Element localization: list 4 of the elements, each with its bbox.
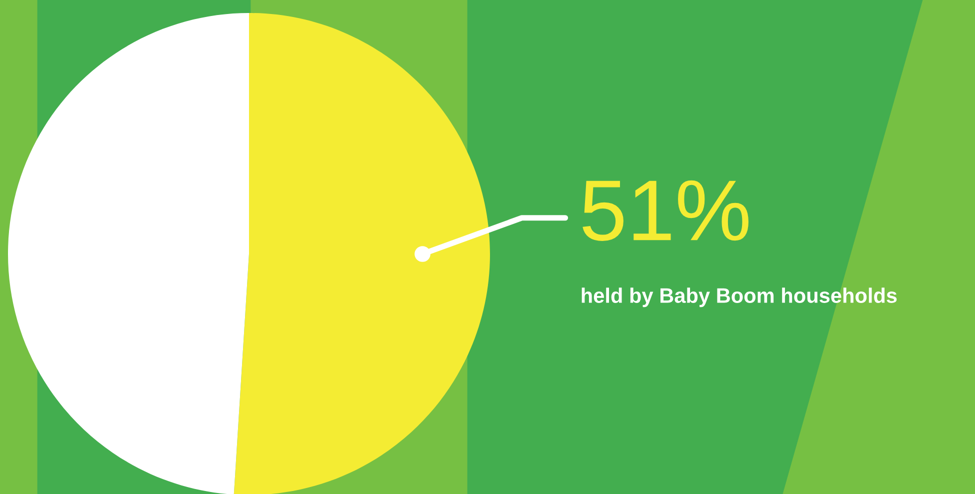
text: held by Baby Boom households: [582, 288, 897, 308]
pie-slice: [8, 13, 249, 494]
pie-slice: [234, 13, 490, 494]
data-label: 51%: [582, 180, 748, 241]
